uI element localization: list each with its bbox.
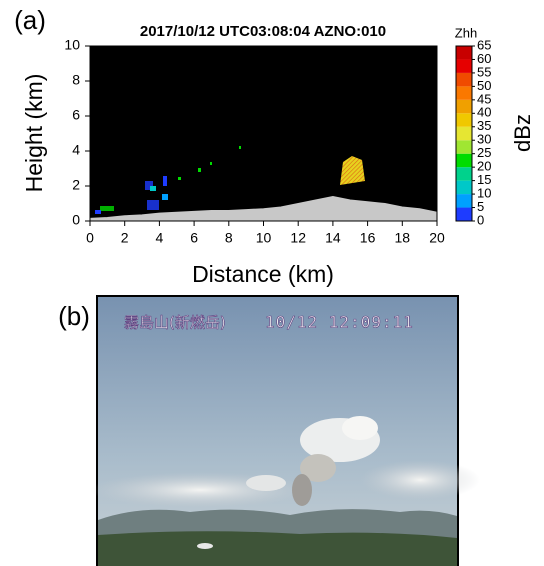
colorbar-tick-label: 65 (477, 37, 491, 52)
y-tick-label: 2 (72, 177, 80, 193)
x-tick-label: 10 (256, 230, 272, 246)
x-tick-label: 18 (395, 230, 411, 246)
cloud (246, 475, 286, 491)
colorbar-label: Zhh (455, 25, 477, 40)
x-tick-label: 4 (156, 230, 164, 246)
y-axis-label: Height (km) (21, 74, 47, 193)
colorbar-tick-label: 5 (477, 199, 484, 214)
y-tick-label: 0 (72, 212, 80, 228)
colorbar-tick-label: 60 (477, 51, 491, 66)
colorbar-segment (456, 72, 472, 87)
x-tick-label: 6 (190, 230, 198, 246)
x-tick-label: 0 (86, 230, 94, 246)
colorbar-segment (456, 59, 472, 73)
colorbar-tick-label: 50 (477, 78, 491, 93)
panel-label: (a) (14, 5, 46, 35)
colorbar-tick-label: 30 (477, 132, 491, 147)
echo-region (163, 176, 167, 186)
echo-region (95, 210, 101, 214)
plot-background (90, 46, 437, 221)
colorbar-frame (455, 45, 473, 222)
terrain-line (89, 195, 438, 219)
echo-region (340, 156, 365, 185)
colorbar-segment (456, 167, 472, 181)
chart-title: 2017/10/12 UTC03:08:04 AZNO:010 (140, 23, 386, 40)
plume (300, 454, 336, 482)
colorbar-segment (456, 99, 472, 114)
colorbar-tick-label: 55 (477, 64, 491, 79)
colorbar-tick-label: 0 (477, 212, 484, 227)
colorbar-tick-label: 15 (477, 172, 491, 187)
camera-photo: 霧島山(新燃岳) 10/12 12:09:11 (90, 295, 480, 566)
colorbar-segment (456, 126, 472, 141)
colorbar-tick-label: 10 (477, 186, 491, 201)
echo-region (147, 200, 159, 210)
colorbar-tick-label: 35 (477, 118, 491, 133)
plot-area: 0 2 4 6 8 10 12 14 16 18 20 0 2 4 6 8 10 (64, 37, 445, 246)
plume (342, 416, 378, 440)
echo-region (198, 168, 201, 172)
forest (98, 531, 457, 566)
colorbar-segment (456, 86, 472, 100)
colorbar-segment (456, 140, 472, 154)
colorbar-segment (456, 46, 472, 60)
plume (292, 474, 312, 506)
x-tick-label: 12 (290, 230, 306, 246)
y-tick-label: 8 (72, 72, 80, 88)
panel-label: (b) (58, 301, 90, 331)
photo-place: 霧島山(新燃岳) (124, 314, 226, 332)
echo-region (210, 162, 212, 165)
y-tick-label: 6 (72, 107, 80, 123)
radar-echoes (95, 146, 365, 214)
colorbar-segment (456, 180, 472, 195)
cloud (360, 460, 480, 500)
colorbar-segment (456, 194, 472, 208)
y-tick-label: 10 (64, 37, 80, 53)
x-tick-label: 16 (360, 230, 376, 246)
colorbar-tick-label: 45 (477, 91, 491, 106)
echo-region (145, 181, 153, 190)
colorbar-segment (456, 153, 472, 168)
building (197, 543, 213, 549)
x-tick-label: 20 (429, 230, 445, 246)
colorbar-unit: dBz (510, 114, 535, 152)
echo-region (100, 206, 114, 211)
x-tick-label: 8 (225, 230, 233, 246)
echo-region (178, 177, 181, 180)
echo-region (162, 194, 168, 200)
photo-timestamp: 10/12 12:09:11 (265, 313, 414, 332)
x-axis-label: Distance (km) (192, 261, 334, 287)
x-tick-label: 14 (325, 230, 341, 246)
colorbar-tick-label: 40 (477, 105, 491, 120)
echo-region (150, 186, 156, 191)
y-tick-label: 4 (72, 142, 80, 158)
colorbar-tick-label: 25 (477, 145, 491, 160)
colorbar-tick-label: 20 (477, 159, 491, 174)
colorbar-segment (456, 207, 472, 221)
colorbar-segment (456, 113, 472, 127)
x-tick-label: 2 (121, 230, 129, 246)
echo-region (239, 146, 241, 149)
